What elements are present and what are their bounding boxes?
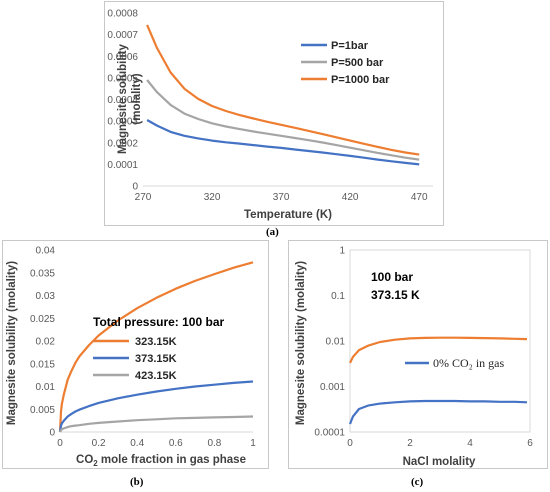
- x-tick-label: 2: [407, 438, 413, 449]
- series-line-1: [348, 399, 528, 425]
- chart-panel-a: 0 0.0001 0.0002 0.0003 0.0004 0.0005 0.0006 0.0…: [104, 1, 444, 226]
- x-tick-label: 0.6: [169, 438, 183, 449]
- x-tick-label: 470: [411, 192, 428, 203]
- x-tick-label: 0.2: [92, 438, 106, 449]
- x-tick-label: 0.8: [207, 438, 221, 449]
- y-tick-label: 0.025: [30, 314, 55, 325]
- chart-c-svg: 0.0001 0.001 0.01 0.1 1 0 2 4 6 NaCl molality Magn…: [295, 246, 533, 469]
- y-tick-label: 0.001: [320, 382, 345, 393]
- x-axis-title: NaCl molality: [403, 456, 476, 468]
- legend-title: Total pressure: 100 bar: [93, 315, 224, 329]
- x-tick-label: 0: [347, 438, 353, 449]
- x-tick-label: 0.4: [130, 438, 144, 449]
- y-axis-title-line2: (molality): [131, 73, 143, 124]
- x-tick-label: 270: [135, 192, 152, 203]
- y-tick-label: 0.035: [30, 268, 55, 279]
- series-line-1: [146, 119, 420, 166]
- legend-label: 373.15K: [135, 353, 177, 365]
- y-tick-label: 0.1: [331, 291, 345, 302]
- y-tick-label: 0.01: [36, 382, 56, 393]
- series-line-2: [58, 380, 254, 433]
- y-axis-title-line1: Magnesite solubility: [117, 43, 129, 154]
- x-axis-title-part: mole fraction in gas phase: [98, 454, 246, 466]
- y-tick-label: 0.01: [326, 337, 346, 348]
- x-tick-label: 320: [204, 192, 221, 203]
- legend-label: P=500 bar: [331, 57, 384, 69]
- series-line-2: [349, 336, 528, 364]
- x-tick-label: 1: [250, 438, 256, 449]
- x-tick-label: 370: [273, 192, 290, 203]
- y-tick-label: 1: [339, 246, 345, 257]
- y-tick-label: 0: [132, 182, 138, 193]
- x-axis-title: CO2 mole fraction in gas phase: [76, 454, 246, 468]
- y-tick-label: 0.0006: [107, 52, 138, 63]
- annotation-pressure: 100 bar: [371, 270, 413, 284]
- y-tick-label: 0.04: [36, 246, 56, 257]
- y-tick-label: 0.03: [36, 291, 56, 302]
- legend-label: 0% CO₂ in gas: [433, 356, 505, 370]
- y-axis-title: Magnesite solubility (molality): [6, 261, 18, 425]
- x-axis-title: Temperature (K): [244, 209, 332, 221]
- caption-c: (c): [411, 476, 424, 488]
- y-tick-label: 0.0001: [107, 160, 138, 171]
- chart-panel-c: 0.0001 0.001 0.01 0.1 1 0 2 4 6 NaCl molality Magn…: [288, 240, 548, 469]
- y-tick-label: 0.005: [30, 405, 55, 416]
- y-tick-label: 0.0001: [314, 428, 345, 439]
- series-line-2: [146, 79, 420, 161]
- x-tick-label: 6: [527, 438, 533, 449]
- annotation-temperature: 373.15 K: [371, 288, 420, 302]
- series-line-3: [59, 415, 254, 433]
- y-tick-label: 0.0005: [107, 73, 138, 84]
- y-tick-label: 0.0002: [107, 138, 138, 149]
- legend-label: 423.15K: [135, 370, 177, 382]
- y-tick-label: 0.0008: [107, 9, 138, 20]
- x-tick-label: 0: [57, 438, 63, 449]
- y-tick-label: 0.0003: [107, 117, 138, 128]
- x-tick-label: 4: [467, 438, 473, 449]
- y-tick-label: 0.02: [36, 337, 56, 348]
- caption-b: (b): [130, 476, 144, 488]
- chart-a-svg: 0 0.0001 0.0002 0.0003 0.0004 0.0005 0.0006 0.0…: [107, 9, 433, 221]
- chart-b-svg: 0 0.005 0.01 0.015 0.02 0.025 0.03 0.035 0.04 0 0.…: [6, 246, 256, 469]
- chart-panel-b: 0 0.005 0.01 0.015 0.02 0.025 0.03 0.035 0.04 0 0.…: [2, 240, 269, 469]
- x-axis-title-subscript: 2: [93, 459, 98, 468]
- caption-a: (a): [266, 226, 279, 238]
- legend-label: P=1bar: [331, 40, 369, 52]
- legend-label: 323.15K: [135, 336, 177, 348]
- legend-label: P=1000 bar: [331, 74, 390, 86]
- plot-frame: [349, 249, 531, 433]
- y-tick-label: 0.0004: [107, 95, 138, 106]
- y-tick-label: 0: [49, 428, 55, 439]
- y-tick-label: 0.015: [30, 359, 55, 370]
- series-line-3: [146, 24, 420, 156]
- x-tick-label: 420: [342, 192, 359, 203]
- y-axis-title: Magnesite solubility (molality): [295, 261, 307, 425]
- y-tick-label: 0.0007: [107, 30, 138, 41]
- x-axis-title-part: CO: [76, 454, 93, 466]
